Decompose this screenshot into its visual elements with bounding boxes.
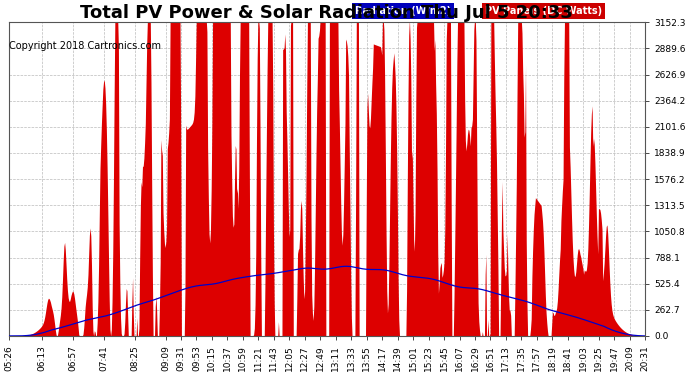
Title: Total PV Power & Solar Radiation Thu Jul 5 20:33: Total PV Power & Solar Radiation Thu Jul…	[81, 4, 573, 22]
Text: PV Panels (DC Watts): PV Panels (DC Watts)	[485, 6, 602, 16]
Text: Radiation (W/m2): Radiation (W/m2)	[355, 6, 451, 16]
Text: Copyright 2018 Cartronics.com: Copyright 2018 Cartronics.com	[9, 41, 161, 51]
